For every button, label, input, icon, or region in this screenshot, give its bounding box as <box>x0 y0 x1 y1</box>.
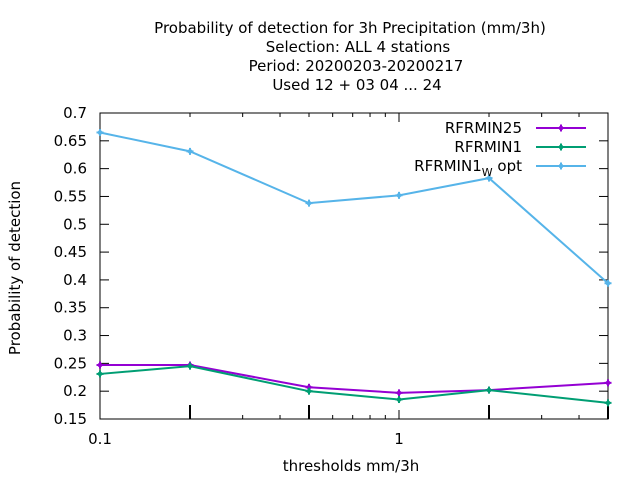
series-line-0 <box>100 364 609 394</box>
legend-label-rfrmin1w-base: RFRMIN1 <box>414 157 482 175</box>
legend-point <box>557 124 565 132</box>
legend-label-rfrmin25: RFRMIN25 <box>445 119 522 137</box>
x-axis: 0.1 1 <box>88 113 609 448</box>
y-tick-label: 0.25 <box>54 354 87 372</box>
data-point <box>485 386 493 394</box>
series-line-1 <box>99 365 609 404</box>
data-point <box>186 147 194 155</box>
y-tick-label: 0.3 <box>63 327 87 345</box>
data-point <box>305 387 313 395</box>
y-tick-label: 0.65 <box>54 132 87 150</box>
legend: RFRMIN25 RFRMIN1 RFRMIN1W opt <box>414 119 586 179</box>
title-line-2: Selection: ALL 4 stations <box>266 38 451 56</box>
legend-label-rfrmin1w-subscript: W <box>482 166 493 179</box>
title-line-3: Period: 20200203-20200217 <box>249 57 464 75</box>
legend-marker-rfrmin25 <box>557 124 565 132</box>
x-tick-label: 1 <box>394 430 404 448</box>
y-tick-label: 0.7 <box>63 104 87 122</box>
data-point <box>96 361 104 369</box>
title-line-1: Probability of detection for 3h Precipit… <box>154 19 546 37</box>
y-tick-label: 0.5 <box>63 215 87 233</box>
data-point <box>96 370 104 378</box>
legend-marker-rfrmin1w-opt <box>557 162 565 170</box>
data-point <box>485 174 493 182</box>
y-tick-label: 0.15 <box>54 410 87 428</box>
data-point <box>604 379 612 387</box>
legend-point <box>557 162 565 170</box>
y-tick-label: 0.6 <box>63 160 87 178</box>
data-point <box>186 362 194 370</box>
legend-marker-rfrmin1 <box>557 143 565 151</box>
title-line-4: Used 12 + 03 04 ... 24 <box>272 76 441 94</box>
legend-label-rfrmin1w-suffix: opt <box>493 157 522 175</box>
data-point <box>305 199 313 207</box>
y-tick-label: 0.4 <box>63 271 87 289</box>
y-axis-label: Probability of detection <box>6 181 24 355</box>
data-point <box>395 191 403 199</box>
series-layer <box>96 128 612 407</box>
data-point <box>395 396 403 404</box>
plot-frame <box>99 112 609 420</box>
data-point <box>395 389 403 397</box>
y-tick-label: 0.45 <box>54 243 87 261</box>
data-point <box>604 399 612 407</box>
legend-label-rfrmin1w-opt: RFRMIN1W opt <box>414 157 522 179</box>
y-tick-label: 0.2 <box>63 382 87 400</box>
y-tick-label: 0.55 <box>54 187 87 205</box>
series-line-2 <box>99 131 609 284</box>
data-point <box>604 279 612 287</box>
y-tick-label: 0.35 <box>54 299 87 317</box>
y-axis: 0.15 0.2 0.25 0.3 0.35 0.4 0.45 0.5 0.55 0.6 0.65 0… <box>54 104 608 428</box>
legend-label-rfrmin1: RFRMIN1 <box>454 138 522 156</box>
chart-title: Probability of detection for 3h Precipit… <box>154 19 546 94</box>
legend-point <box>557 143 565 151</box>
data-point <box>96 128 104 136</box>
x-tick-label: 0.1 <box>88 430 112 448</box>
x-axis-label: thresholds mm/3h <box>283 457 420 475</box>
